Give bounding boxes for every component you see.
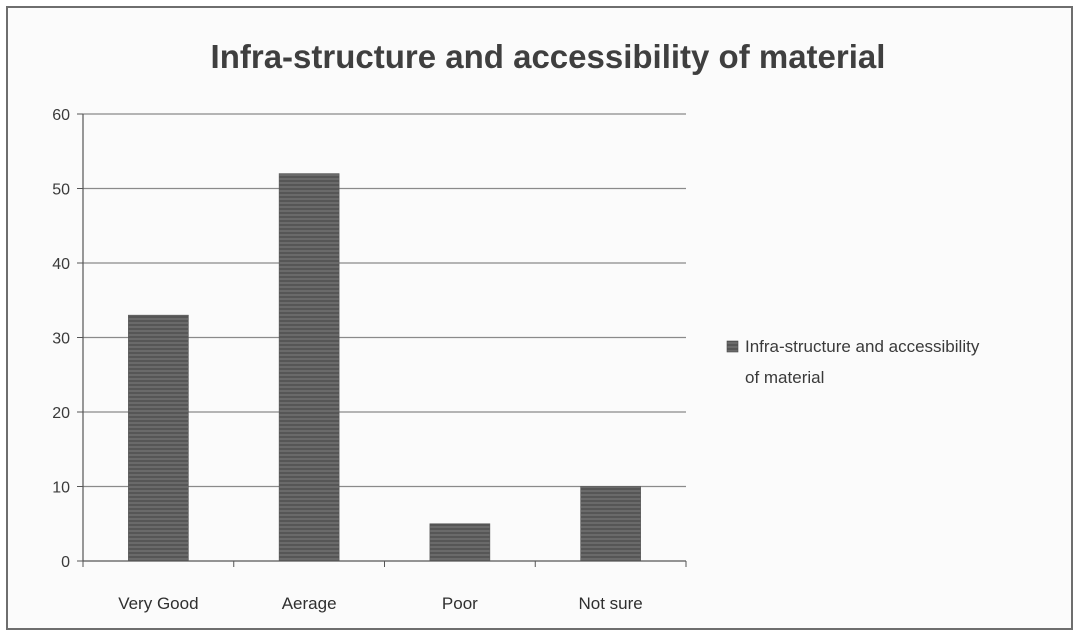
legend-label-line-2: of material: [745, 368, 824, 387]
x-tick-label: Poor: [442, 594, 478, 613]
chart-title: Infra-structure and accessibility of mat…: [211, 38, 886, 75]
axes: [77, 113, 687, 567]
legend-label-line-1: Infra-structure and accessibility: [745, 337, 980, 356]
x-tick-label: Very Good: [118, 594, 198, 613]
y-tick-label: 50: [52, 182, 70, 199]
y-tick-label: 40: [52, 256, 70, 273]
bar-poor: [429, 523, 491, 562]
x-tick-label: Not sure: [579, 594, 643, 613]
x-tick-label: Aerage: [282, 594, 337, 613]
y-tick-label: 0: [61, 554, 70, 571]
y-tick-labels: 0 10 20 30 40 50 60: [52, 107, 70, 571]
y-tick-label: 10: [52, 480, 70, 497]
legend-swatch: [726, 340, 739, 353]
bar-not-sure: [580, 486, 641, 562]
x-tick-labels: Very Good Aerage Poor Not sure: [118, 594, 643, 613]
y-tick-label: 30: [52, 331, 70, 348]
bars: [128, 173, 641, 562]
y-tick-label: 60: [52, 107, 70, 124]
bar-aerage: [278, 173, 340, 562]
y-tick-label: 20: [52, 405, 70, 422]
bar-very-good: [128, 314, 189, 562]
legend: Infra-structure and accessibility of mat…: [726, 337, 980, 387]
